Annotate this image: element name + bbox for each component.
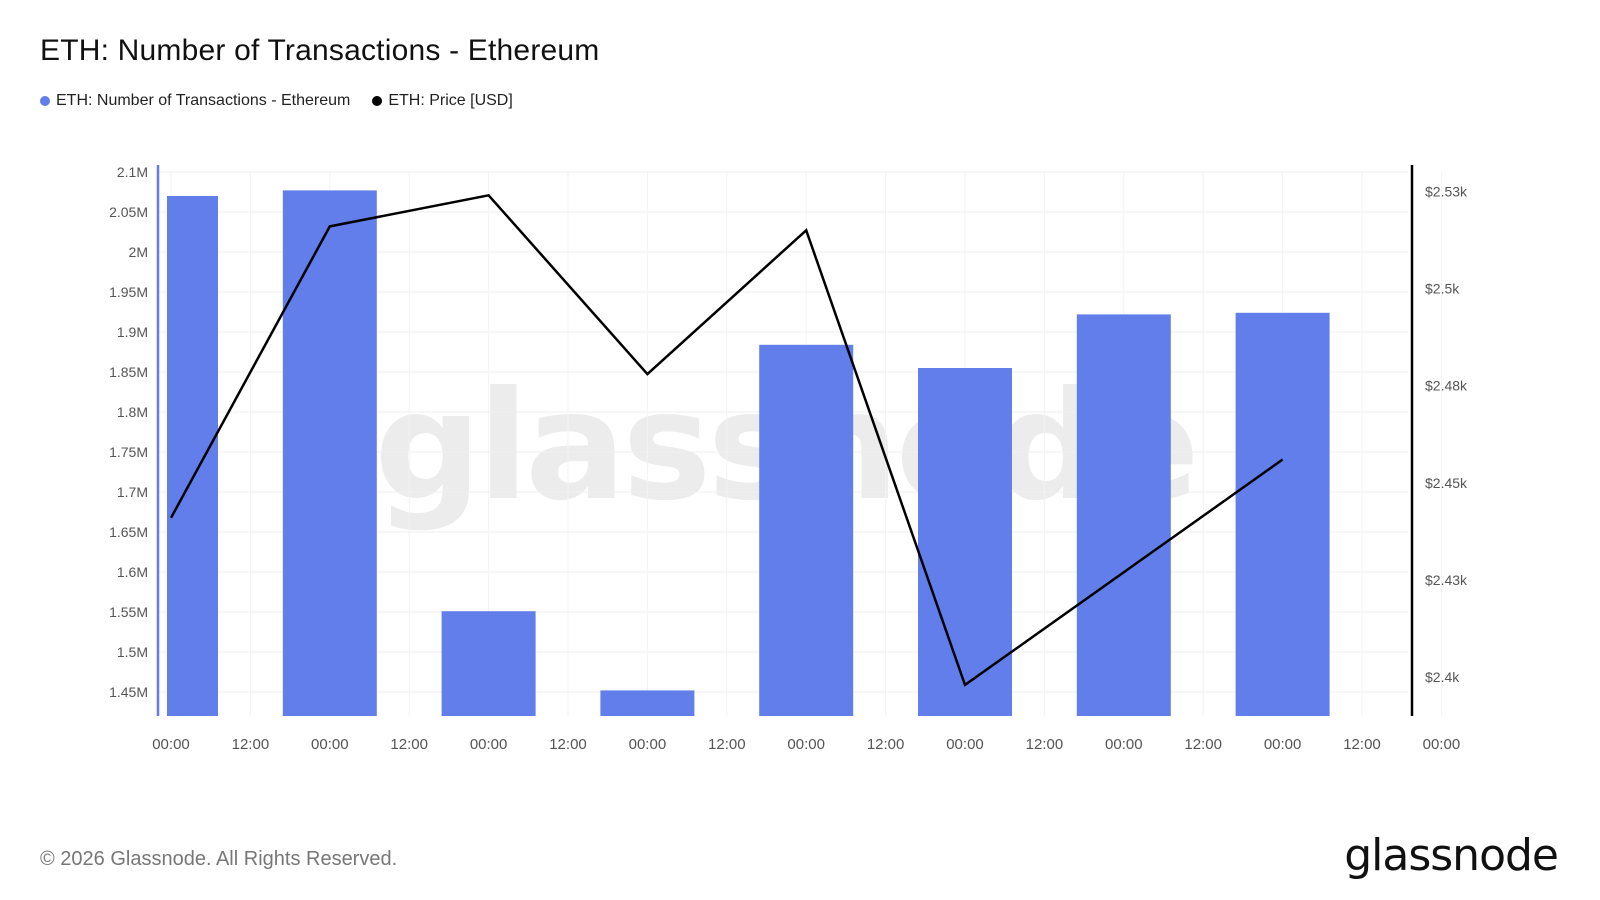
brand-logo: glassnode (1344, 830, 1559, 881)
y-right-tick-label: $2.48k (1425, 378, 1468, 394)
x-tick-label: 12:00 (232, 736, 270, 753)
bar (1076, 314, 1171, 716)
bar-layer (167, 190, 1330, 716)
y-left-tick-label: 2.1M (117, 164, 148, 180)
bar (282, 190, 377, 716)
y-left-tick-label: 1.7M (117, 484, 148, 500)
x-tick-label: 12:00 (1184, 736, 1222, 753)
y-left-tick-label: 1.9M (117, 324, 148, 340)
legend-item-transactions[interactable]: ETH: Number of Transactions - Ethereum (40, 92, 350, 110)
legend: ETH: Number of Transactions - Ethereum E… (40, 92, 513, 110)
x-tick-label: 00:00 (152, 736, 190, 753)
bar (759, 344, 854, 716)
y-left-tick-label: 1.45M (109, 684, 148, 700)
x-tick-label: 00:00 (787, 736, 825, 753)
price-line (169, 193, 1284, 687)
bar (441, 611, 536, 716)
y-left-tick-label: 2M (129, 244, 148, 260)
x-tick-label: 00:00 (1264, 736, 1302, 753)
x-tick-label: 00:00 (946, 736, 984, 753)
legend-label-transactions: ETH: Number of Transactions - Ethereum (56, 92, 351, 109)
y-left-tick-label: 1.5M (117, 644, 148, 660)
y-left-tick-label: 1.85M (109, 364, 148, 380)
copyright-text: © 2026 Glassnode. All Rights Reserved. (40, 848, 398, 870)
y-right-tick-label: $2.5k (1425, 281, 1460, 297)
line-layer (169, 193, 1284, 687)
bar (1235, 312, 1330, 716)
y-right-tick-label: $2.53k (1425, 183, 1468, 199)
axis-layer: 2.1M 2.05M 2M 1.95M 1.9M 1.85M 1.8M 1.75M 1.7M 1.… (109, 164, 1468, 753)
y-left-tick-label: 1.8M (117, 404, 148, 420)
x-tick-label: 00:00 (1105, 736, 1143, 753)
y-left-tick-label: 1.6M (117, 564, 148, 580)
y-left-tick-label: 1.75M (109, 444, 148, 460)
bar (600, 690, 695, 716)
legend-item-price[interactable]: ETH: Price [USD] (372, 92, 513, 110)
y-left-tick-label: 2.05M (109, 204, 148, 220)
x-tick-label: 00:00 (1423, 736, 1461, 753)
x-tick-label: 12:00 (390, 736, 428, 753)
x-tick-label: 12:00 (1026, 736, 1064, 753)
legend-dot-price (372, 96, 383, 106)
x-tick-label: 12:00 (867, 736, 905, 753)
bar (167, 196, 218, 716)
x-tick-label: 12:00 (708, 736, 746, 753)
x-tick-label: 00:00 (311, 736, 349, 753)
x-tick-label: 12:00 (549, 736, 587, 753)
x-tick-label: 00:00 (629, 736, 667, 753)
y-right-tick-label: $2.4k (1425, 669, 1460, 685)
y-left-tick-label: 1.65M (109, 524, 148, 540)
x-tick-label: 00:00 (470, 736, 508, 753)
x-tick-label: 12:00 (1343, 736, 1381, 753)
y-left-tick-label: 1.55M (109, 604, 148, 620)
legend-label-price: ETH: Price [USD] (388, 92, 513, 109)
y-right-tick-label: $2.43k (1425, 572, 1468, 588)
y-left-tick-label: 1.95M (109, 284, 148, 300)
y-right-tick-label: $2.45k (1425, 475, 1468, 491)
chart-title: ETH: Number of Transactions - Ethereum (40, 34, 600, 67)
bar (918, 368, 1012, 716)
legend-dot-transactions (40, 96, 50, 106)
